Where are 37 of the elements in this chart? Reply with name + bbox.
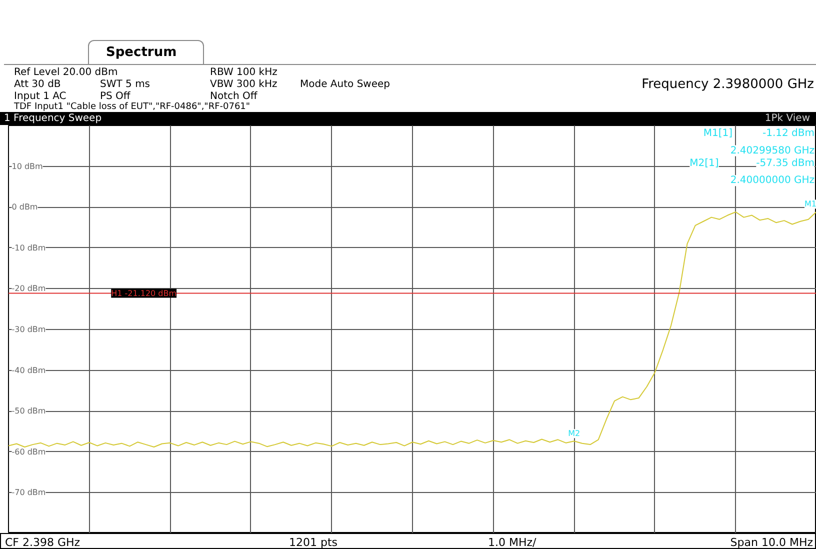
text: Span 10.0 MHz — [730, 535, 813, 549]
y-tick-label: -30 dBm — [12, 325, 46, 334]
y-tick-label: -70 dBm — [12, 488, 46, 498]
text: TDF Input1 "Cable loss of EUT","RF-0486","RF-0761" — [14, 101, 250, 114]
text: Notch Off — [210, 90, 258, 102]
text: Input 1 AC — [14, 90, 66, 102]
text: 1.0 MHz/ — [488, 535, 536, 549]
text: Frequency 2.3980000 GHz — [642, 76, 814, 94]
annotation: M1 — [804, 200, 816, 209]
annotation: 2.40000000 GHz — [730, 175, 815, 186]
annotation: 2.40299580 GHz — [730, 145, 815, 156]
y-tick-label: -60 dBm — [12, 447, 46, 456]
annotation: -1.12 dBm — [762, 128, 815, 140]
text: PS Off — [100, 90, 130, 102]
text: CF 2.398 GHz — [5, 535, 80, 549]
text: Ref Level 20.00 dBm — [14, 66, 118, 79]
text: Att 30 dB — [14, 78, 61, 92]
y-tick-label: -50 dBm — [12, 406, 46, 416]
text: 1Pk View — [764, 112, 810, 126]
text: Spectrum — [106, 44, 177, 62]
annotation: M1[1] — [703, 128, 733, 140]
text: 1201 pts — [289, 535, 338, 549]
text: RBW 100 kHz — [210, 66, 278, 79]
y-tick-label: 10 dBm — [12, 162, 44, 171]
text: VBW 300 kHz — [210, 78, 278, 91]
line-series — [8, 211, 816, 448]
chart-title: 1 Frequency Sweep — [4, 112, 102, 126]
y-tick-label: -40 dBm — [12, 366, 46, 375]
annotation: -57.35 dBm — [756, 158, 815, 169]
ref-line-label: H1 -21.120 dBm — [111, 288, 177, 298]
annotation: M2[1] — [690, 158, 719, 169]
annotation: M2 — [568, 429, 580, 438]
text: Mode Auto Sweep — [300, 78, 390, 92]
y-tick-label: -10 dBm — [12, 243, 46, 252]
y-tick-label: -20 dBm — [12, 284, 46, 294]
text: SWT 5 ms — [100, 78, 150, 91]
y-tick-label: 0 dBm — [12, 202, 38, 212]
